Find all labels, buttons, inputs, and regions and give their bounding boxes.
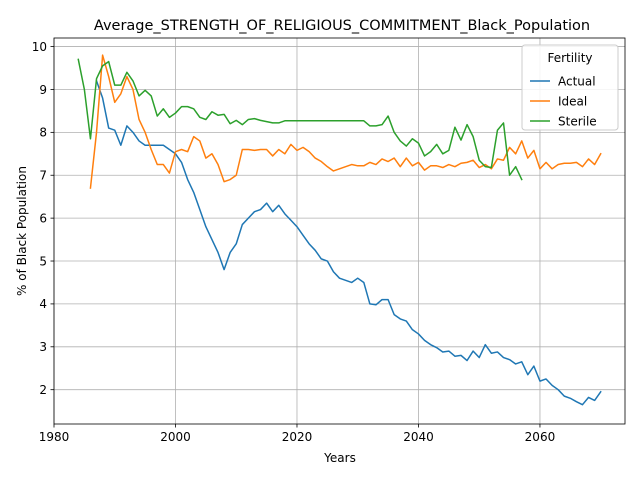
plot-frame <box>53 37 626 425</box>
x-tick-label: 2060 <box>525 430 556 444</box>
y-tick-label: 10 <box>32 40 47 54</box>
legend-title: Fertility <box>547 51 592 65</box>
y-tick-label: 3 <box>39 340 47 354</box>
y-tick-label: 2 <box>39 383 47 397</box>
y-tick-label: 5 <box>39 254 47 268</box>
legend-box <box>521 44 619 131</box>
grid-lines <box>53 38 625 424</box>
series-line-sterile <box>77 58 523 181</box>
x-tick-label: 1980 <box>39 430 70 444</box>
x-axis-ticks: 1980 2000 2020 2040 2060 <box>39 424 556 444</box>
series-line-ideal <box>89 54 602 189</box>
legend: Fertility Actual Ideal Sterile <box>521 44 619 131</box>
series-lines <box>77 54 602 406</box>
x-axis-label: Years <box>323 451 356 465</box>
x-tick-label: 2020 <box>282 430 313 444</box>
legend-label-sterile: Sterile <box>558 114 597 128</box>
y-axis-label: % of Black Population <box>15 166 29 296</box>
y-axis-ticks: 2 3 4 5 6 7 8 9 10 <box>32 40 54 397</box>
y-tick-label: 4 <box>39 297 47 311</box>
x-tick-label: 2000 <box>160 430 191 444</box>
y-tick-label: 7 <box>39 169 47 183</box>
legend-label-ideal: Ideal <box>558 94 587 108</box>
y-tick-label: 9 <box>39 83 47 97</box>
y-tick-label: 6 <box>39 211 47 225</box>
legend-label-actual: Actual <box>558 74 596 88</box>
y-tick-label: 8 <box>39 126 47 140</box>
x-tick-label: 2040 <box>403 430 434 444</box>
series-line-actual <box>95 79 602 406</box>
chart-title: Average_STRENGTH_OF_RELIGIOUS_COMMITMENT… <box>94 18 590 34</box>
